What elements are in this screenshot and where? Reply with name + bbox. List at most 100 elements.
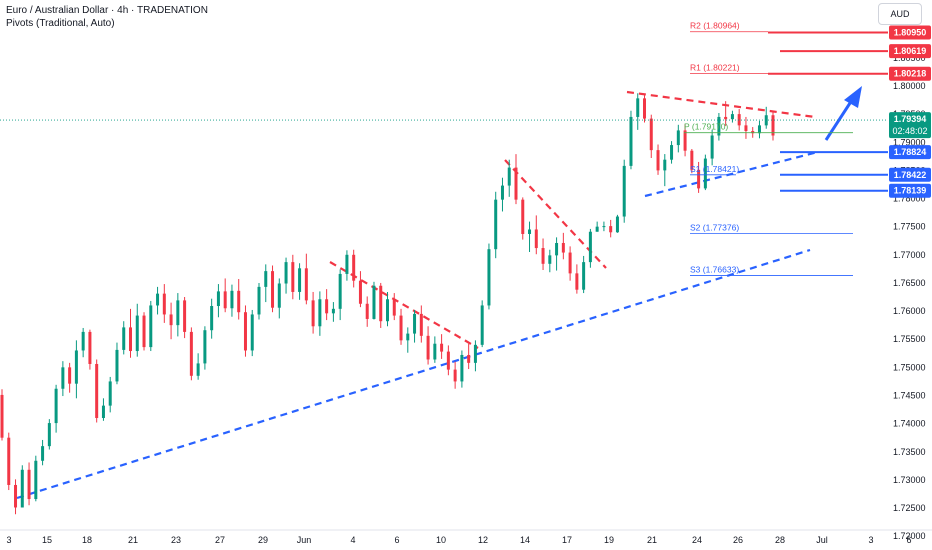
candle: [534, 215, 538, 255]
candle: [636, 93, 640, 130]
candle: [358, 271, 362, 308]
candle: [271, 265, 275, 313]
candle: [419, 305, 423, 343]
candle: [697, 161, 701, 193]
candle: [737, 109, 741, 131]
price-tag: [889, 25, 931, 40]
candle: [386, 291, 389, 327]
price-tag-label: 1.80218: [894, 69, 927, 79]
candle: [406, 327, 410, 353]
candle-body: [365, 303, 369, 319]
support-trendline-upper: [644, 150, 819, 198]
candle-body: [95, 363, 99, 419]
candle-body: [14, 484, 18, 508]
x-tick-label: 4: [350, 535, 355, 545]
candle-body: [494, 199, 498, 250]
x-tick-label: 12: [478, 535, 488, 545]
candle: [169, 302, 173, 340]
candle-body: [582, 262, 586, 290]
candle: [372, 281, 376, 320]
candle-body: [487, 249, 491, 306]
candle: [223, 278, 227, 313]
candle-body: [379, 285, 383, 322]
candle: [656, 144, 660, 175]
candle: [507, 159, 511, 197]
candle-body: [68, 367, 72, 384]
candle: [243, 305, 247, 357]
candle-body: [88, 331, 92, 364]
candle: [670, 141, 674, 164]
candle-body: [325, 299, 329, 314]
candle: [622, 159, 626, 223]
candle: [264, 264, 268, 303]
candle-body: [311, 300, 315, 327]
candle-body: [129, 327, 132, 352]
candle: [764, 106, 768, 129]
y-tick-label: 1.72500: [893, 503, 926, 513]
candle: [460, 350, 464, 388]
candle: [230, 284, 234, 317]
x-tick-label: 29: [258, 535, 268, 545]
candle-body: [27, 469, 31, 500]
candle-body: [210, 306, 214, 331]
x-tick-label: 26: [733, 535, 743, 545]
candle-body: [358, 280, 362, 304]
candle: [237, 279, 241, 320]
candle-body: [142, 315, 146, 348]
candle-body: [196, 363, 200, 376]
candle-body: [257, 286, 261, 315]
candle: [27, 462, 31, 506]
candle: [284, 257, 288, 294]
y-tick-label: 1.76000: [893, 306, 926, 316]
candle: [676, 124, 680, 153]
x-tick-label: Jun: [297, 535, 312, 545]
candle: [446, 345, 450, 376]
candle-body: [203, 330, 207, 364]
price-tag: [889, 167, 931, 182]
candle: [291, 254, 295, 300]
candle-body: [230, 290, 234, 309]
candle: [521, 197, 525, 240]
x-tick-label: 19: [604, 535, 614, 545]
pivot-label: S1 (1.78421): [690, 164, 739, 174]
candle-body: [744, 125, 748, 131]
countdown-label: 02:48:02: [892, 126, 927, 136]
candle-body: [189, 331, 193, 376]
x-tick-label: 21: [647, 535, 657, 545]
candle-body: [298, 268, 302, 292]
candle: [568, 246, 572, 281]
pivot-label: S2 (1.77376): [690, 223, 739, 233]
candle-body: [243, 312, 247, 351]
candle-body: [500, 185, 504, 200]
candle: [216, 284, 220, 318]
x-tick-label: 15: [42, 535, 52, 545]
candle-body: [264, 271, 268, 287]
candle: [609, 219, 613, 238]
candle-body: [629, 116, 633, 166]
currency-button[interactable]: AUD: [878, 3, 922, 25]
pivot-label: S3 (1.76633): [690, 264, 739, 274]
trendlines: [16, 86, 862, 500]
candle: [480, 300, 484, 348]
price-tag-label: 1.80619: [894, 46, 927, 56]
candle: [129, 308, 132, 358]
candle: [311, 291, 315, 334]
y-tick-label: 1.75000: [893, 362, 926, 372]
candle: [210, 298, 214, 339]
candle-body: [622, 165, 626, 217]
current-price-label: 1.79394: [894, 114, 927, 124]
candle-body: [528, 229, 532, 234]
candle: [74, 340, 78, 399]
x-tick-label: 17: [562, 535, 572, 545]
candle: [757, 120, 761, 139]
candle-body: [460, 354, 464, 382]
candle: [101, 398, 105, 421]
candle: [717, 112, 721, 141]
candle-body: [331, 308, 335, 314]
x-tick-label: Jul: [816, 535, 828, 545]
candle: [683, 124, 687, 157]
candle: [203, 326, 207, 370]
candle-body: [237, 290, 241, 313]
